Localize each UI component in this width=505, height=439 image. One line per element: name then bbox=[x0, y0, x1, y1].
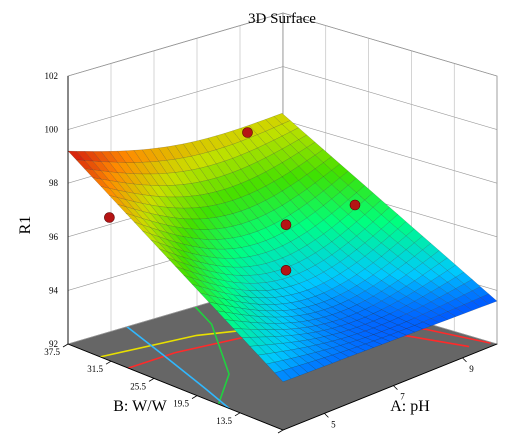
z-tick-label: 96 bbox=[49, 232, 59, 242]
design-point bbox=[104, 212, 115, 223]
y-tick-label: 25.5 bbox=[130, 381, 146, 391]
y-tick bbox=[234, 412, 241, 417]
x-axis-title: A: pH bbox=[390, 398, 430, 415]
chart-title: 3D Surface bbox=[248, 11, 316, 27]
design-point bbox=[280, 219, 292, 230]
design-point bbox=[349, 199, 361, 211]
x-tick bbox=[462, 357, 467, 363]
z-tick-label: 94 bbox=[49, 285, 59, 295]
y-tick bbox=[148, 378, 155, 382]
x-tick-label: 7 bbox=[400, 392, 405, 402]
z-axis-title: R1 bbox=[17, 216, 34, 235]
floor-front-edge bbox=[67, 343, 498, 431]
z-tick-label: 102 bbox=[45, 71, 59, 81]
y-tick bbox=[191, 395, 198, 399]
contour-line bbox=[121, 321, 230, 410]
contour-line bbox=[185, 296, 230, 405]
z-gridline bbox=[67, 12, 498, 77]
x-tick-label: 5 bbox=[331, 419, 336, 429]
y-tick-label: 13.5 bbox=[216, 416, 232, 426]
design-point bbox=[280, 264, 292, 276]
design-point bbox=[242, 127, 253, 138]
z-gridline bbox=[67, 66, 498, 130]
x-tick bbox=[393, 385, 398, 390]
y-tick-label: 37.5 bbox=[44, 347, 60, 357]
y-tick bbox=[105, 360, 112, 365]
surface-cell bbox=[274, 370, 292, 382]
z-tick-label: 100 bbox=[45, 125, 59, 135]
y-tick-label: 31.5 bbox=[87, 364, 103, 374]
surface-layer bbox=[67, 113, 498, 382]
z-tick-label: 98 bbox=[49, 178, 59, 188]
y-tick-label: 19.5 bbox=[173, 399, 189, 409]
y-tick bbox=[62, 343, 69, 348]
points-layer bbox=[104, 127, 361, 276]
y-axis-title: B: W/W bbox=[113, 398, 167, 415]
x-tick bbox=[324, 413, 329, 418]
z-tick-label: 92 bbox=[49, 339, 58, 349]
x-tick-label: 9 bbox=[469, 364, 474, 374]
y-tick bbox=[277, 429, 284, 434]
